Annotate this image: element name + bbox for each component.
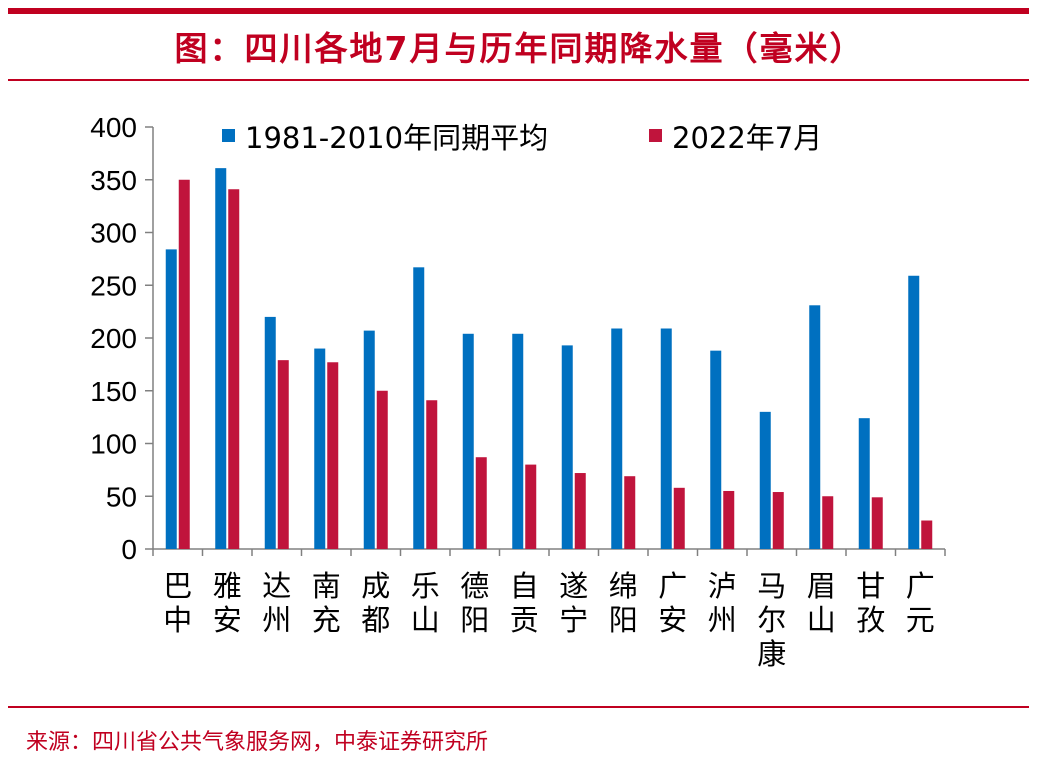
bar-2022-july (178, 179, 190, 549)
x-category-label: 州 (708, 603, 737, 637)
x-category-label: 广 (658, 569, 687, 603)
x-category-label: 康 (757, 637, 786, 671)
bar-historical-average (710, 350, 722, 549)
bar-2022-july (327, 362, 339, 549)
bar-historical-average (809, 305, 821, 549)
bar-2022-july (277, 360, 289, 549)
x-category-label: 元 (906, 603, 935, 637)
bar-historical-average (413, 267, 425, 549)
x-category-label: 充 (312, 603, 341, 637)
x-category-label: 眉 (807, 569, 836, 603)
x-category-label: 山 (807, 603, 836, 637)
x-category-label: 马 (757, 569, 786, 603)
source-note: 来源：四川省公共气象服务网，中泰证券研究所 (26, 730, 489, 755)
x-category-label: 雅 (213, 569, 242, 603)
bar-historical-average (660, 328, 672, 549)
x-category-label: 尔 (757, 603, 786, 637)
bar-2022-july (426, 400, 438, 549)
x-category-label: 德 (460, 569, 489, 603)
x-category-label: 宁 (559, 603, 588, 637)
bar-2022-july (822, 496, 834, 549)
legend-swatch-historical (222, 129, 235, 142)
x-category-label: 安 (658, 603, 687, 637)
bar-historical-average (363, 330, 375, 549)
x-category-label: 山 (411, 603, 440, 637)
x-category-label: 巴 (163, 569, 192, 603)
x-category-label: 南 (312, 569, 341, 603)
x-category-label: 广 (906, 569, 935, 603)
y-tick-label: 300 (90, 218, 137, 249)
bar-2022-july (574, 473, 586, 549)
bar-historical-average (215, 168, 227, 549)
y-tick-label: 100 (90, 429, 137, 460)
x-category-label: 达 (262, 569, 291, 603)
bar-2022-july (772, 492, 784, 549)
bar-2022-july (723, 490, 735, 549)
bar-2022-july (871, 497, 883, 549)
bar-2022-july (228, 189, 240, 549)
x-category-label: 成 (361, 569, 390, 603)
bar-2022-july (624, 476, 636, 549)
x-category-label: 阳 (609, 603, 638, 637)
bar-2022-july (921, 520, 933, 549)
bottom-rule (8, 706, 1029, 708)
bar-2022-july (475, 457, 487, 549)
bar-historical-average (908, 275, 920, 549)
x-category-label: 自 (510, 569, 539, 603)
bar-2022-july (376, 390, 388, 549)
bar-historical-average (611, 328, 623, 549)
x-category-label: 孜 (856, 603, 885, 637)
x-category-label: 阳 (460, 603, 489, 637)
bar-historical-average (759, 411, 771, 549)
chart-title: 图：四川各地7月与历年同期降水量（毫米） (174, 29, 865, 68)
y-tick-label: 400 (90, 112, 137, 143)
x-category-label: 遂 (559, 569, 588, 603)
legend-label: 1981-2010年同期平均 (245, 121, 548, 155)
bar-historical-average (165, 249, 177, 549)
bar-historical-average (858, 418, 870, 549)
x-category-label: 乐 (411, 569, 440, 603)
y-tick-label: 250 (90, 270, 137, 301)
x-category-label: 都 (361, 603, 390, 637)
x-category-label: 中 (163, 603, 192, 637)
bar-historical-average (561, 345, 573, 549)
x-category-label: 安 (213, 603, 242, 637)
x-category-label: 泸 (708, 569, 737, 603)
x-category-label: 贡 (510, 603, 539, 637)
bar-historical-average (512, 333, 524, 549)
top-rule (8, 8, 1029, 14)
legend-label: 2022年7月 (672, 121, 822, 155)
x-category-label: 州 (262, 603, 291, 637)
bar-historical-average (462, 333, 474, 549)
bar-2022-july (673, 487, 685, 549)
bar-historical-average (264, 316, 276, 549)
y-tick-label: 0 (121, 534, 137, 565)
x-category-label: 绵 (609, 569, 638, 603)
y-tick-label: 150 (90, 376, 137, 407)
y-tick-label: 200 (90, 323, 137, 354)
y-tick-label: 50 (106, 481, 137, 512)
y-tick-label: 350 (90, 165, 137, 196)
title-rule (8, 79, 1029, 81)
bar-2022-july (525, 464, 537, 549)
x-category-label: 甘 (856, 569, 885, 603)
bar-historical-average (314, 348, 326, 549)
legend-swatch-2022 (649, 129, 662, 142)
